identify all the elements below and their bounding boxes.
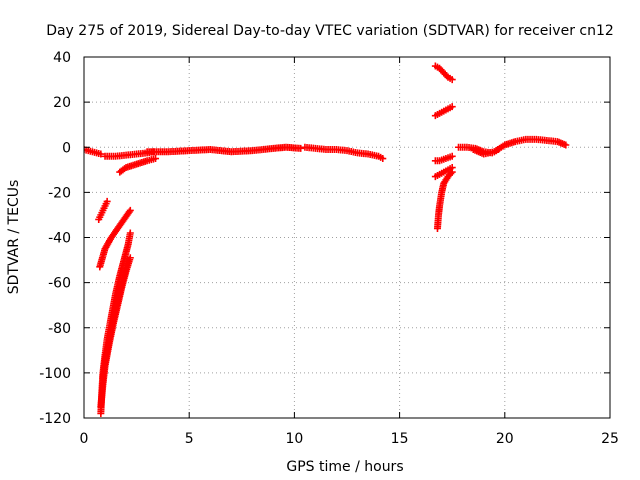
series-arc-05: [301, 143, 387, 163]
y-tick-label: -100: [39, 366, 71, 382]
data-point: [124, 256, 132, 264]
data-point: [126, 229, 134, 237]
data-point: [448, 103, 456, 111]
data-point: [448, 76, 456, 84]
y-tick-label: 40: [53, 50, 71, 66]
y-tick-label: -80: [48, 321, 71, 337]
x-tick-label: 15: [391, 431, 409, 447]
plot-frame: [83, 56, 611, 419]
series-arc-13: [431, 152, 456, 165]
chart-title: Day 275 of 2019, Sidereal Day-to-day VTE…: [46, 23, 614, 39]
series-arc-15: [431, 164, 456, 181]
data-point: [103, 197, 111, 205]
x-tick-label: 10: [285, 431, 303, 447]
data-point: [379, 155, 387, 163]
series-arc-09: [97, 254, 134, 411]
grid-lines: [84, 57, 610, 418]
series-arc-12: [431, 103, 456, 120]
series-arc-06: [95, 197, 111, 223]
x-tick-label: 5: [185, 431, 194, 447]
y-tick-label: -60: [48, 276, 71, 292]
data-point: [152, 155, 160, 163]
series-arc-02: [101, 148, 157, 160]
x-tick-label: 25: [601, 431, 619, 447]
series-arc-10: [99, 256, 132, 381]
x-axis-label: GPS time / hours: [286, 459, 403, 475]
y-tick-label: 0: [62, 140, 71, 156]
series-arc-14: [433, 168, 456, 232]
y-tick-label: 20: [53, 95, 71, 111]
data-point: [448, 152, 456, 160]
axis-ticks: 0 5 10 15 20 25 40 20 0 -20 -40 -60 -80 -100 -120: [39, 50, 619, 447]
y-tick-label: -20: [48, 185, 71, 201]
y-axis-label: SDTVAR / TECUs: [6, 180, 22, 295]
series-arc-17: [469, 135, 570, 158]
x-tick-label: 20: [496, 431, 514, 447]
data-point: [562, 141, 570, 149]
series-arc-07: [96, 206, 134, 271]
y-tick-label: -120: [39, 411, 71, 427]
y-tick-label: -40: [48, 231, 71, 247]
series-arc-04: [143, 143, 305, 156]
data-point: [126, 206, 134, 214]
data-point: [448, 164, 456, 172]
data-point: [97, 150, 105, 158]
series-arc-11: [431, 62, 456, 84]
data-series: [84, 62, 570, 417]
data-point: [297, 144, 305, 152]
data-marker: [125, 208, 133, 216]
data-marker: [443, 72, 451, 80]
series-arc-03: [116, 155, 160, 176]
x-tick-label: 0: [80, 431, 89, 447]
